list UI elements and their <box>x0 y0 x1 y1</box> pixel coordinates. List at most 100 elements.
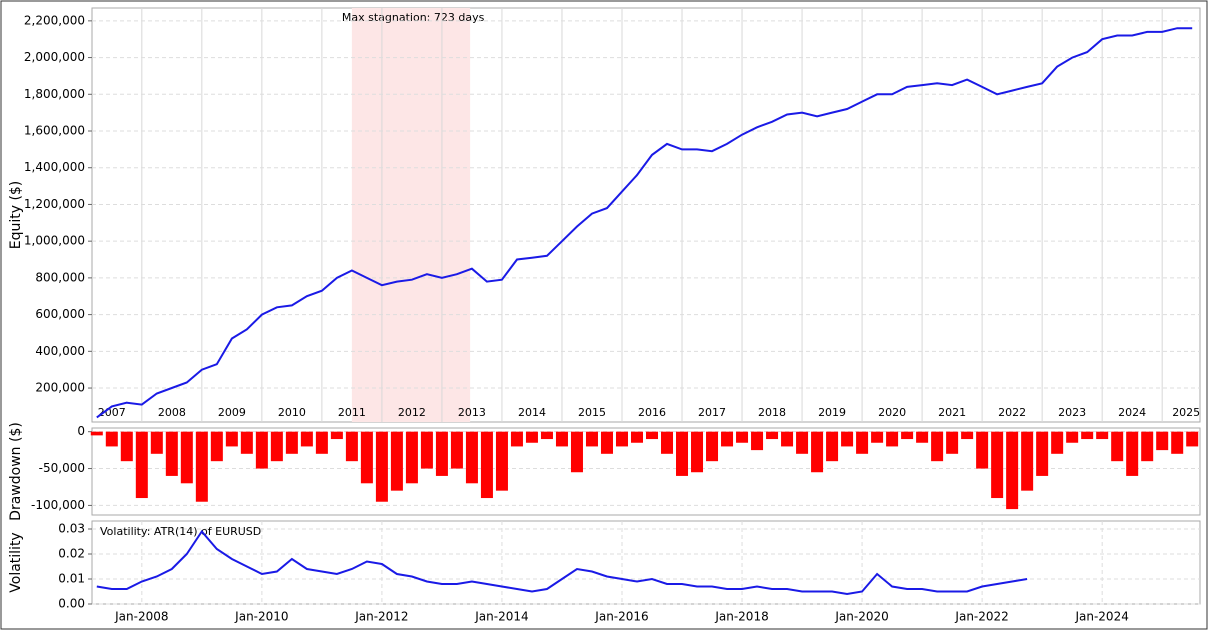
bar <box>375 431 388 502</box>
x-tick-label: Jan-2016 <box>594 610 648 624</box>
y-tick-label: 200,000 <box>35 381 85 395</box>
bar <box>1051 431 1064 454</box>
bar <box>345 431 358 462</box>
bar <box>886 431 899 447</box>
year-label: 2016 <box>638 406 666 419</box>
bar <box>555 431 568 447</box>
bar <box>796 431 809 454</box>
bar <box>991 431 1004 499</box>
x-tick-label: Jan-2014 <box>474 610 528 624</box>
x-tick-label: Jan-2024 <box>1074 610 1128 624</box>
bar <box>495 431 508 491</box>
bar <box>751 431 764 451</box>
bar <box>120 431 133 462</box>
bar <box>390 431 403 491</box>
bar <box>1081 431 1094 440</box>
y-tick-label: 1,200,000 <box>24 197 85 211</box>
year-label: 2023 <box>1058 406 1086 419</box>
year-label: 2015 <box>578 406 606 419</box>
bar <box>315 431 328 454</box>
year-label: 2020 <box>878 406 906 419</box>
bar <box>165 431 178 476</box>
bar <box>1096 431 1109 440</box>
bar <box>480 431 493 499</box>
bar <box>946 431 959 454</box>
year-label: 2018 <box>758 406 786 419</box>
bar <box>976 431 989 469</box>
y-tick-label: 0.00 <box>58 597 85 611</box>
bar <box>255 431 268 469</box>
bar <box>540 431 553 440</box>
y-tick-label: 0.01 <box>58 572 85 586</box>
year-label: 2024 <box>1118 406 1146 419</box>
bar <box>691 431 704 473</box>
bar <box>285 431 298 454</box>
bar <box>360 431 373 484</box>
bar <box>1126 431 1139 476</box>
year-label: 2010 <box>278 406 306 419</box>
bar <box>1156 431 1169 451</box>
y-tick-label: 1,400,000 <box>24 160 85 174</box>
stagnation-label: Max stagnation: 723 days <box>342 11 485 24</box>
bar <box>916 431 929 443</box>
bar <box>525 431 538 443</box>
bar <box>1186 431 1199 447</box>
x-tick-label: Jan-2022 <box>954 610 1008 624</box>
x-tick-label: Jan-2020 <box>834 610 888 624</box>
bar <box>871 431 884 443</box>
year-label: 2021 <box>938 406 966 419</box>
bar <box>420 431 433 469</box>
y-tick-label: -100,000 <box>31 498 85 512</box>
bar <box>646 431 659 440</box>
bar <box>1171 431 1184 454</box>
y-tick-label: 1,000,000 <box>24 234 85 248</box>
bar <box>841 431 854 447</box>
stagnation-band <box>351 8 471 422</box>
bar <box>721 431 734 447</box>
bar <box>195 431 208 502</box>
y-tick-label: 1,600,000 <box>24 124 85 138</box>
bar <box>210 431 223 462</box>
bar <box>1006 431 1019 510</box>
series-line <box>96 27 1193 419</box>
bar <box>901 431 914 440</box>
bar <box>465 431 478 484</box>
series-line <box>96 529 1028 596</box>
bar <box>706 431 719 462</box>
bar <box>330 431 343 440</box>
bar <box>270 431 283 462</box>
bar <box>676 431 689 476</box>
y-tick-label: 2,000,000 <box>24 50 85 64</box>
y-tick-label: 400,000 <box>35 344 85 358</box>
bar <box>450 431 463 469</box>
y-axis-title: Volatility <box>8 532 24 592</box>
bar <box>811 431 824 473</box>
plot-area <box>91 7 1201 423</box>
bar <box>826 431 839 462</box>
year-label: 2022 <box>998 406 1026 419</box>
bar <box>600 431 613 454</box>
year-label: 2012 <box>398 406 426 419</box>
bar <box>585 431 598 447</box>
bar <box>781 431 794 447</box>
year-label: 2017 <box>698 406 726 419</box>
year-label: 2007 <box>98 406 126 419</box>
bar <box>736 431 749 443</box>
bar <box>615 431 628 447</box>
bar <box>135 431 148 499</box>
bar <box>1111 431 1124 462</box>
x-tick-label: Jan-2018 <box>714 610 768 624</box>
year-label: 2011 <box>338 406 366 419</box>
y-tick-label: 2,200,000 <box>24 13 85 27</box>
bar <box>856 431 869 454</box>
y-tick-label: 800,000 <box>35 270 85 284</box>
bar <box>1141 431 1154 462</box>
year-label: 2008 <box>158 406 186 419</box>
bar <box>766 431 779 440</box>
year-label: 2019 <box>818 406 846 419</box>
y-tick-label: 600,000 <box>35 307 85 321</box>
bar <box>105 431 118 447</box>
bar <box>405 431 418 484</box>
bar <box>300 431 313 447</box>
